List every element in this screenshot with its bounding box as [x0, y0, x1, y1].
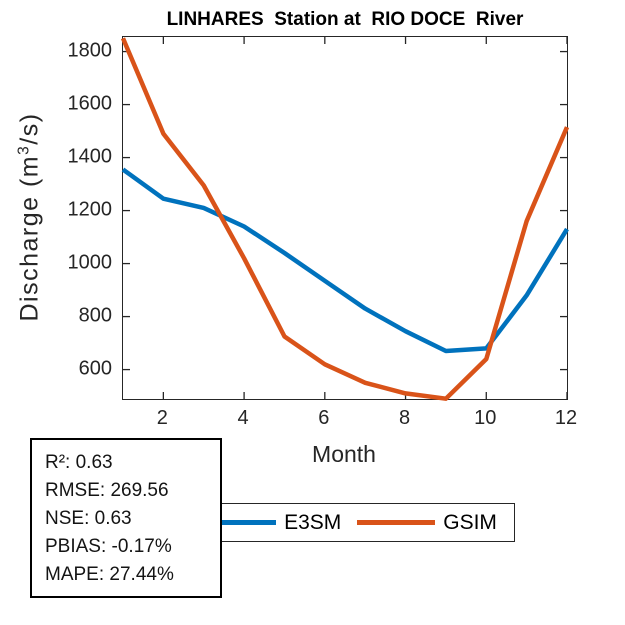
y-tick-label-1400: 1400 — [67, 145, 113, 168]
y-tick-label-1600: 1600 — [67, 92, 113, 115]
y-axis-label: Discharge (m3/s) — [15, 112, 44, 321]
chart-title: LINHARES Station at RIO DOCE River — [166, 9, 524, 30]
e3sm-line — [121, 167, 569, 354]
legend: E3SM GSIM — [180, 503, 515, 542]
x-tick-label-8: 8 — [398, 407, 411, 429]
x-tick-label-6: 6 — [318, 407, 330, 429]
y-tick-label-1200: 1200 — [67, 198, 113, 221]
y-tick-label-800: 800 — [78, 304, 112, 327]
stat-pbias: PBIAS: -0.17% — [45, 536, 172, 557]
plot-area — [120, 36, 570, 401]
plot-canvas — [120, 37, 570, 401]
stat-nse: NSE: 0.63 — [45, 508, 132, 529]
stat-r2: R²: 0.63 — [45, 452, 113, 473]
e3sm-line-swatch — [198, 520, 277, 525]
x-axis-label: Month — [312, 441, 376, 467]
y-axis-label-units: /s) — [15, 112, 44, 145]
legend-label-e3sm: E3SM — [284, 510, 342, 534]
y-tick-label-1800: 1800 — [67, 39, 113, 62]
legend-label-gsim: GSIM — [443, 510, 497, 534]
stat-rmse: RMSE: 269.56 — [45, 480, 169, 501]
legend-item-gsim: GSIM — [357, 511, 497, 535]
stats-box: R²: 0.63 RMSE: 269.56 NSE: 0.63 PBIAS: -… — [30, 438, 222, 598]
legend-item-e3sm: E3SM — [198, 511, 341, 535]
x-tick-label-10: 10 — [474, 407, 497, 429]
y-tick-label-1000: 1000 — [67, 251, 113, 274]
stat-mape: MAPE: 27.44% — [45, 564, 174, 585]
y-axis-label-text: Discharge (m — [15, 154, 44, 322]
x-tick-label-12: 12 — [554, 407, 578, 429]
y-tick-label-600: 600 — [78, 357, 112, 380]
gsim-line-swatch — [357, 520, 436, 525]
x-tick-label-4: 4 — [237, 407, 249, 429]
x-tick-label-2: 2 — [156, 407, 168, 429]
y-axis-label-superscript: 3 — [15, 144, 33, 155]
gsim-line — [120, 37, 570, 401]
